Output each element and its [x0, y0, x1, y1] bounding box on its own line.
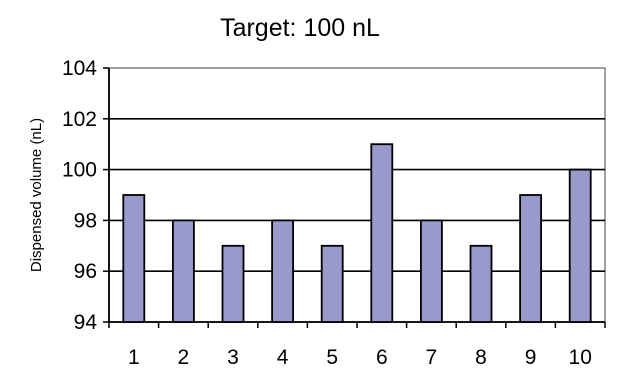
x-tick-label-10: 10 [569, 346, 592, 369]
bar-10 [568, 168, 592, 323]
y-tick-label-100: 100 [62, 159, 97, 182]
y-tick-label-96: 96 [74, 260, 97, 283]
plot-area: 94 96 98 100 102 104 1 2 3 4 5 6 7 8 9 10 [62, 57, 606, 369]
x-tick-label-3: 3 [227, 346, 239, 369]
x-tick-label-7: 7 [426, 346, 438, 369]
bar-8 [469, 244, 493, 323]
bar-7 [419, 219, 443, 323]
bar-5 [320, 244, 344, 323]
bar-6 [370, 143, 394, 323]
bar-1 [122, 194, 146, 323]
bar-9 [519, 194, 542, 323]
x-tick-label-9: 9 [525, 346, 537, 369]
y-tick-label-98: 98 [74, 209, 97, 232]
x-tick-label-6: 6 [376, 346, 388, 369]
x-tick-label-8: 8 [475, 346, 487, 369]
y-tick-label-102: 102 [62, 108, 97, 131]
y-tick-label-104: 104 [62, 57, 97, 80]
bar-3 [221, 244, 245, 323]
x-tick-label-1: 1 [128, 346, 140, 369]
y-axis-label: Dispensed volume (nL) [28, 118, 45, 272]
x-tick-label-2: 2 [178, 346, 190, 369]
x-tick-label-4: 4 [277, 346, 289, 369]
bar-2 [171, 219, 195, 323]
x-tick-label-5: 5 [326, 346, 338, 369]
y-tick-label-94: 94 [74, 311, 98, 334]
chart-title: Target: 100 nL [220, 14, 380, 42]
bar-4 [271, 219, 295, 323]
